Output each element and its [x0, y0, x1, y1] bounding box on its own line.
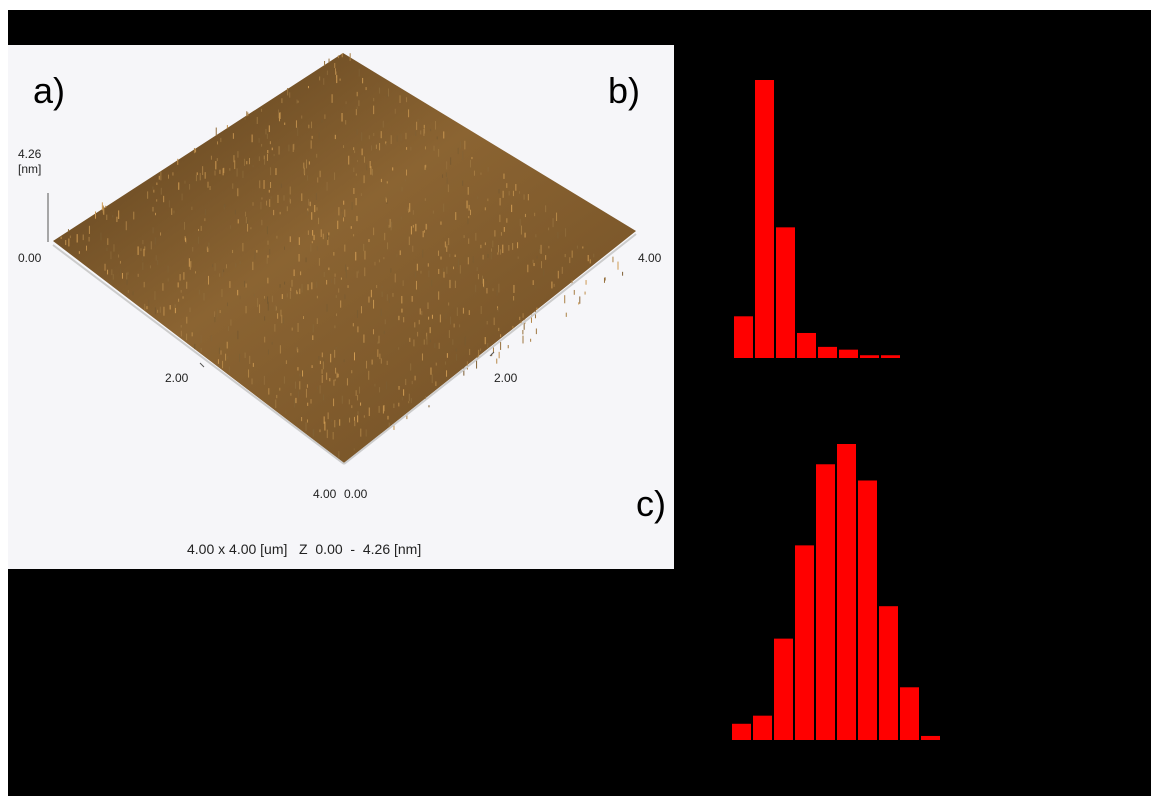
afm-surface — [53, 53, 636, 463]
left-mid-label: 2.00 — [165, 371, 189, 385]
afm-right-axis — [343, 233, 637, 465]
panel-b-label: b) — [608, 70, 641, 111]
afm-caption: 4.00 x 4.00 [um] Z 0.00 - 4.26 [nm] — [187, 541, 422, 557]
panel-a-label: a) — [33, 70, 66, 111]
z-unit-label: [nm] — [18, 162, 42, 176]
afm-right-mid-tick — [489, 351, 495, 357]
z-max-label: 4.26 — [18, 147, 42, 161]
afm-panel: a) b) 4.26 [nm] 0.00 4.00 2.00 2.00 4.00… — [8, 45, 674, 569]
afm-surface-plot — [47, 53, 637, 465]
panel-c-label: c) — [636, 483, 666, 524]
afm-left-axis — [52, 244, 345, 465]
right-end-label: 4.00 — [638, 251, 662, 265]
afm-surface-texture — [60, 53, 624, 458]
right-mid-label: 2.00 — [494, 371, 518, 385]
origin-label: 0.00 — [18, 251, 42, 265]
afm-left-mid-tick — [199, 362, 205, 368]
front-left-label: 4.00 — [313, 487, 337, 501]
front-right-label: 0.00 — [344, 487, 368, 501]
